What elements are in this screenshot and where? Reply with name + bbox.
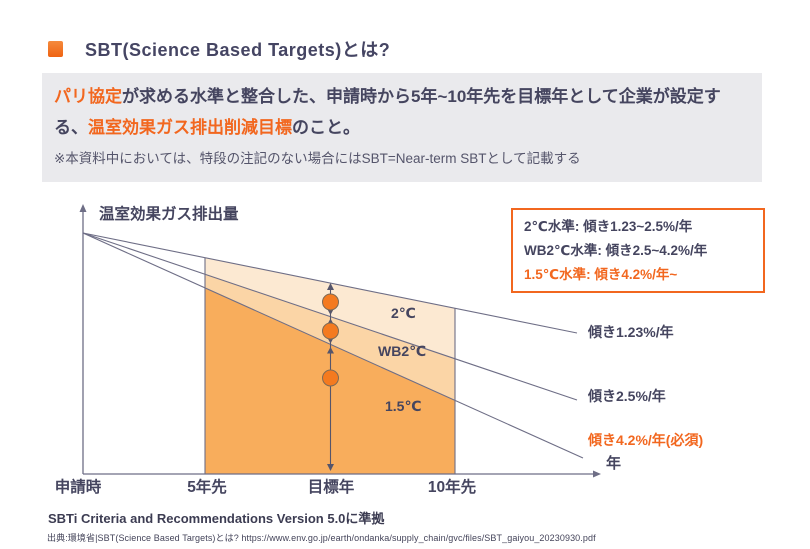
source-citation: 出典:環境省|SBT(Science Based Targets)とは? htt…: [47, 533, 596, 543]
header: SBT(Science Based Targets)とは?: [48, 36, 390, 62]
definition-text: パリ協定が求める水準と整合した、申請時から5年~10年先を目標年として企業が設定…: [54, 81, 750, 143]
target-point-marker-2c: [322, 293, 339, 311]
title-square-icon: [48, 41, 63, 57]
x-tick-5years: 5年先: [187, 477, 227, 496]
x-tick-10years: 10年先: [428, 477, 477, 496]
definition-highlight-paris: パリ協定: [54, 87, 122, 106]
x-axis-unit-label: 年: [606, 454, 621, 472]
legend-box: 2℃水準: 傾き1.23~2.5%/年 WB2℃水準: 傾き2.5~4.2%/年…: [511, 208, 765, 293]
legend-item-2c: 2℃水準: 傾き1.23~2.5%/年: [524, 219, 693, 234]
slope-label-4-2: 傾き4.2%/年(必須): [587, 432, 703, 448]
page-title: SBT(Science Based Targets)とは?: [85, 40, 391, 60]
definition-plain-2: のこと。: [292, 118, 360, 137]
definition-box: パリ協定が求める水準と整合した、申請時から5年~10年先を目標年として企業が設定…: [42, 73, 762, 182]
x-axis-arrow-icon: [593, 470, 601, 478]
pathway-line-4-2pct: [82, 232, 584, 459]
x-tick-application: 申請時: [55, 477, 102, 496]
slope-label-2-5: 傾き2.5%/年: [587, 388, 666, 404]
y-axis-arrow-icon: [79, 204, 87, 212]
y-axis-label: 温室効果ガス排出量: [99, 204, 239, 223]
band-label-2c: 2℃: [391, 305, 416, 321]
target-point-marker-wb2c: [322, 322, 339, 340]
target-arrow-up-line3-icon: [327, 347, 334, 354]
pathway-line-1-23pct: [82, 232, 578, 334]
x-tick-targetyear: 目標年: [308, 477, 355, 496]
definition-highlight-ghg-target: 温室効果ガス排出削減目標: [88, 118, 292, 137]
band-label-wb2c: WB2℃: [378, 343, 426, 359]
target-arrow-up-top-icon: [327, 283, 334, 290]
criteria-note: SBTi Criteria and Recommendations Versio…: [48, 511, 385, 526]
definition-note: ※本資料中においては、特段の注記のない場合にはSBT=Near-term SBT…: [54, 151, 581, 166]
legend-item-wb2c: WB2℃水準: 傾き2.5~4.2%/年: [524, 243, 708, 258]
definition-plain-1: が求める水準と整合した、申請時から5年~10年先を目標年として企業が設定する、: [54, 87, 721, 137]
band-label-15c: 1.5℃: [385, 398, 421, 414]
target-point-marker-15c: [322, 369, 339, 387]
target-arrow-down-bottom-icon: [327, 464, 334, 471]
legend-item-15c: 1.5℃水準: 傾き4.2%/年~: [524, 267, 678, 282]
slope-label-1-23: 傾き1.23%/年: [587, 324, 674, 340]
